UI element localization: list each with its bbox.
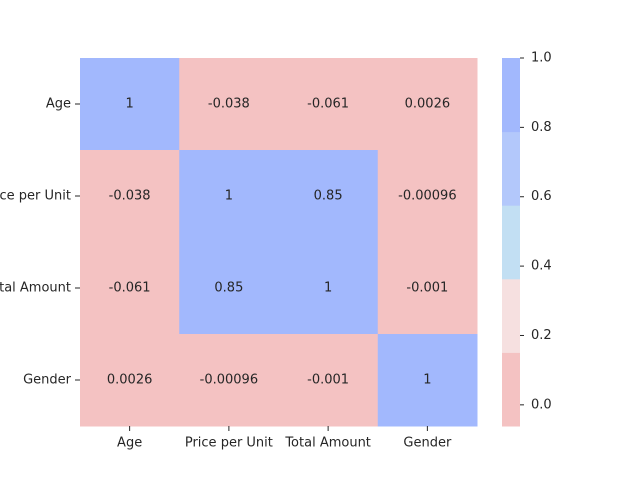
cell-value-label: -0.038 — [208, 97, 250, 112]
x-tick-label-total-amount: Total Amount — [284, 436, 371, 451]
heatmap-cell-gender-price-per-unit — [179, 334, 279, 427]
heatmap-cell-price-per-unit-gender — [377, 150, 478, 243]
cell-value-label: -0.00096 — [398, 189, 456, 204]
heatmap-cell-price-per-unit-price-per-unit — [179, 150, 279, 243]
heatmap-cell-age-gender — [377, 58, 478, 151]
cell-value-label: 1 — [225, 189, 233, 204]
cell-value-label: -0.001 — [406, 281, 448, 296]
heatmap-cell-total-amount-price-per-unit — [179, 242, 279, 335]
colorbar-segment — [502, 278, 520, 353]
heatmap-cell-age-age — [80, 58, 180, 151]
heatmap-cell-gender-gender — [377, 334, 478, 427]
cell-value-label: 0.85 — [214, 281, 243, 296]
cell-value-label: -0.00096 — [200, 373, 258, 388]
heatmap-cell-gender-age — [80, 334, 180, 427]
colorbar-segment — [502, 205, 520, 280]
x-tick-label-gender: Gender — [403, 436, 452, 451]
heatmap-cell-total-amount-gender — [377, 242, 478, 335]
colorbar-tick-label: 0.2 — [531, 328, 552, 343]
x-axis: Age Price per Unit Total Amount Gender — [117, 426, 452, 451]
colorbar-segment — [502, 58, 520, 133]
cell-value-label: 0.85 — [314, 189, 343, 204]
heatmap-cell-total-amount-age — [80, 242, 180, 335]
cell-value-label: 1 — [324, 281, 332, 296]
heatmap-cell-price-per-unit-age — [80, 150, 180, 243]
y-axis: Age Price per Unit Total Amount Gender — [0, 97, 80, 388]
cell-value-label: 0.0026 — [405, 97, 451, 112]
colorbar-segment — [502, 131, 520, 206]
cell-value-label: -0.061 — [109, 281, 151, 296]
colorbar-tick-label: 0.0 — [531, 397, 552, 412]
x-tick-label-price-per-unit: Price per Unit — [185, 436, 273, 451]
heatmap-cell-age-price-per-unit — [179, 58, 279, 151]
y-tick-label-age: Age — [46, 97, 71, 112]
colorbar-segment — [502, 352, 520, 427]
cell-value-label: 0.0026 — [107, 373, 153, 388]
x-tick-label-age: Age — [117, 436, 142, 451]
y-tick-label-total-amount: Total Amount — [0, 281, 71, 296]
colorbar-tick-label: 0.8 — [531, 120, 552, 135]
heatmap-cell-price-per-unit-total-amount — [278, 150, 379, 243]
colorbar-tick-label: 1.0 — [531, 51, 552, 66]
cell-value-label: -0.001 — [307, 373, 349, 388]
cell-value-label: -0.061 — [307, 97, 349, 112]
cell-value-label: 1 — [423, 373, 431, 388]
colorbar: 0.0 0.2 0.4 0.6 0.8 1.0 — [502, 51, 552, 427]
cell-value-label: 1 — [125, 97, 133, 112]
heatmap-cells — [80, 58, 478, 427]
colorbar-tick-label: 0.6 — [531, 189, 552, 204]
heatmap-cell-labels: 1 -0.038 -0.061 0.0026 -0.038 1 0.85 -0.00096 -0… — [107, 97, 457, 388]
y-tick-label-price-per-unit: Price per Unit — [0, 189, 71, 204]
y-tick-label-gender: Gender — [23, 373, 72, 388]
heatmap-cell-age-total-amount — [278, 58, 379, 151]
heatmap-cell-gender-total-amount — [278, 334, 379, 427]
cell-value-label: -0.038 — [109, 189, 151, 204]
colorbar-tick-label: 0.4 — [531, 259, 552, 274]
heatmap-cell-total-amount-total-amount — [278, 242, 379, 335]
